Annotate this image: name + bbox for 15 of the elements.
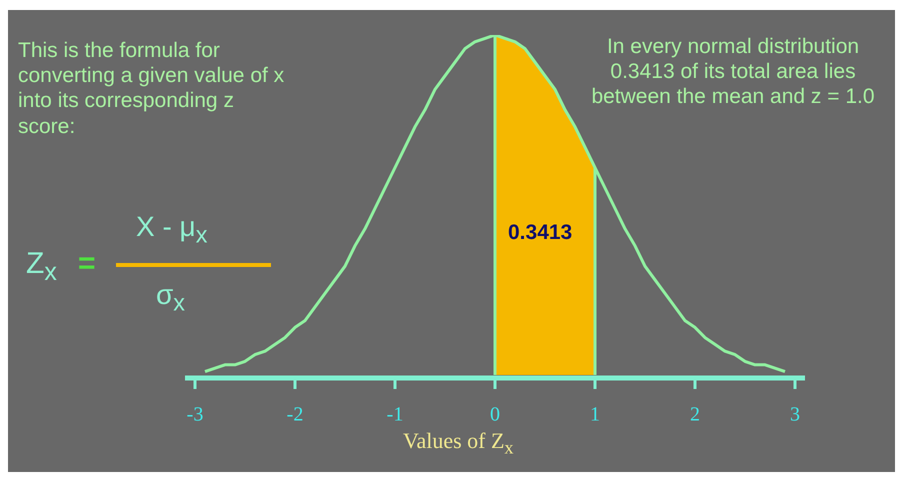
annotation: In every normal distribution 0.3413 of its total area lies between the mean and z = 1.0 bbox=[590, 34, 876, 110]
x-axis-title: Values of Z$_{x}$ bbox=[403, 428, 514, 458]
x-tick-label: -3 bbox=[186, 403, 204, 426]
text: σ$_{x}$ bbox=[156, 278, 185, 318]
x-tick-label: -2 bbox=[286, 403, 304, 426]
x-tick-label: -1 bbox=[386, 403, 404, 426]
annotation: This is the formula for converting a given value of x into its corresponding z score: bbox=[18, 38, 286, 139]
x-tick-label: 2 bbox=[690, 403, 700, 426]
text: = bbox=[78, 246, 96, 282]
text: Z$_{x}$ bbox=[26, 246, 57, 287]
annotation: X - μ$_{x}$ bbox=[136, 210, 208, 250]
annotation: 0.3413 bbox=[508, 220, 572, 246]
x-tick-label: 3 bbox=[790, 403, 800, 426]
x-tick-label: 1 bbox=[590, 403, 600, 426]
x-tick-label: 0 bbox=[490, 403, 500, 426]
